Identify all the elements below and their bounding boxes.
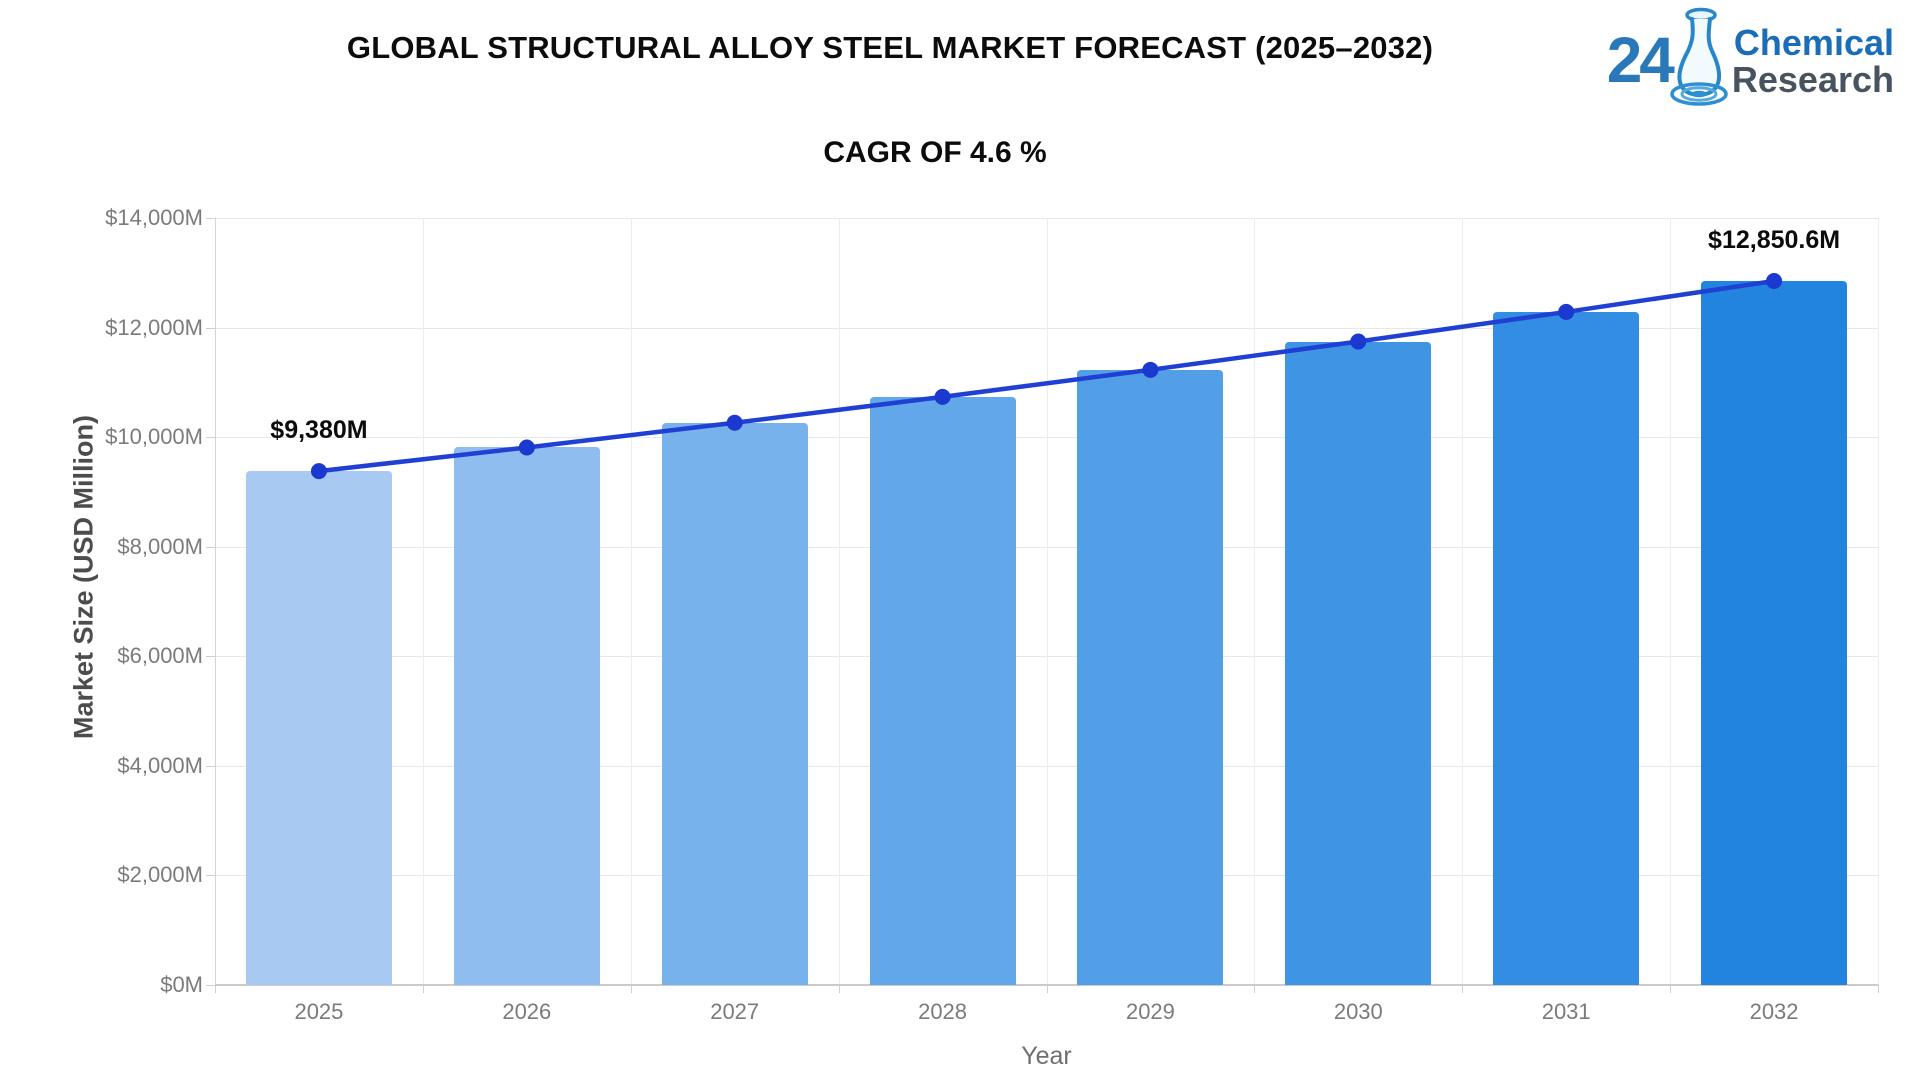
y-tick-mark	[206, 218, 215, 219]
gridline-x-7	[1670, 218, 1672, 985]
gridline-x-1	[422, 218, 424, 985]
y-tick-label: $12,000M	[105, 314, 203, 340]
x-tick-2025: 2025	[294, 999, 344, 1024]
x-tick-2027: 2027	[710, 999, 760, 1024]
x-tick-mark	[630, 985, 632, 993]
bar-2030	[1285, 341, 1432, 985]
x-tick-2031: 2031	[1541, 999, 1591, 1024]
y-tick-label: $6,000M	[117, 643, 203, 669]
x-tick-mark	[1670, 985, 1672, 993]
x-tick-mark	[422, 985, 424, 993]
x-axis-line	[215, 984, 1878, 986]
x-axis-title: Year	[1021, 1042, 1072, 1070]
bar-2026	[453, 447, 600, 985]
logo: 24 Chemical Research	[1606, 7, 1894, 106]
x-tick-mark	[215, 985, 216, 993]
bar-2031	[1493, 311, 1640, 985]
y-tick-mark	[206, 985, 215, 986]
y-tick-mark	[206, 656, 215, 658]
y-tick-label: $14,000M	[105, 205, 203, 230]
page-title: GLOBAL STRUCTURAL ALLOY STEEL MARKET FOR…	[346, 30, 1434, 65]
x-tick-2032: 2032	[1749, 999, 1799, 1024]
x-tick-mark	[1254, 985, 1256, 993]
y-tick-label: $2,000M	[117, 862, 203, 888]
x-tick-2028: 2028	[918, 999, 968, 1024]
x-tick-mark	[1878, 985, 1879, 993]
x-tick-2026: 2026	[502, 999, 552, 1024]
x-tick-mark	[838, 985, 840, 993]
bar-2025	[245, 471, 392, 985]
gridline-x-3	[838, 218, 840, 985]
y-tick-mark	[206, 437, 215, 439]
bar-2027	[661, 422, 808, 985]
x-tick-2029: 2029	[1125, 999, 1175, 1024]
y-tick-label: $10,000M	[105, 424, 203, 450]
gridline-x-4	[1046, 218, 1048, 985]
logo-text: Chemical Research	[1731, 21, 1894, 100]
y-axis-line	[215, 218, 216, 985]
bar-2029	[1077, 369, 1224, 985]
data-label-2025: $9,380M	[270, 416, 368, 445]
gridline-x-2	[630, 218, 632, 985]
chart-subtitle: CAGR OF 4.6 %	[823, 136, 1047, 169]
logo-chemical-text: Chemical	[1733, 21, 1894, 63]
bar-2028	[869, 396, 1016, 985]
logo-24-text: 24	[1606, 24, 1675, 96]
data-label-2032: $12,850.6M	[1708, 225, 1841, 254]
flask-icon	[1670, 7, 1728, 106]
y-tick-mark	[206, 875, 215, 877]
gridline-x-8	[1878, 218, 1879, 985]
y-tick-label: $8,000M	[117, 533, 203, 559]
y-tick-mark	[206, 546, 215, 548]
x-tick-mark	[1462, 985, 1464, 993]
y-axis-title: Market Size (USD Million)	[68, 414, 99, 740]
logo-research-text: Research	[1731, 59, 1894, 100]
gridline-x-5	[1254, 218, 1256, 985]
bar-2032	[1701, 280, 1848, 985]
y-tick-label: $0M	[160, 972, 203, 997]
gridline-x-6	[1462, 218, 1464, 985]
y-tick-label: $4,000M	[117, 752, 203, 778]
y-tick-mark	[206, 327, 215, 329]
x-tick-mark	[1046, 985, 1048, 993]
x-tick-2030: 2030	[1333, 999, 1383, 1024]
plot-area: $0M $2,000M $4,000M $6,000M $8,000M $10,000M $…	[105, 205, 1879, 1024]
y-tick-mark	[206, 765, 215, 767]
